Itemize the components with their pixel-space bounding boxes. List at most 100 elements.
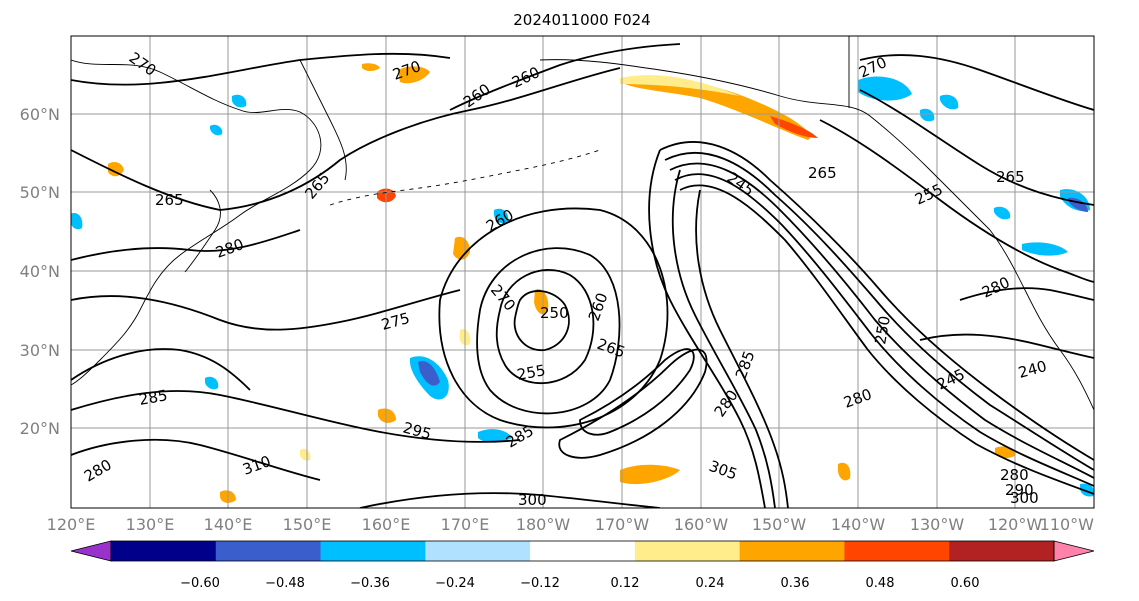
cyan-blob-11	[232, 94, 247, 108]
lon-label: 150°W	[752, 515, 807, 534]
contour-280-west	[71, 229, 301, 261]
colorbar-extend-high	[1053, 540, 1095, 562]
shaded-anomalies	[71, 63, 1094, 503]
colorbar-tick-labels: −0.60 −0.48 −0.36 −0.24 −0.12 0.12 0.24 …	[180, 576, 979, 591]
lon-label: 140°E	[204, 515, 253, 534]
contour-low-265	[438, 207, 669, 429]
colorbar-tick-label: 0.48	[866, 576, 895, 591]
colorbar-segment	[634, 541, 741, 561]
contour-270-north	[71, 52, 451, 86]
contour-label: 265	[808, 164, 837, 182]
contour-ne-265	[859, 89, 1094, 206]
colorbar-tick-label: −0.12	[520, 576, 560, 591]
contour-ridge-3	[695, 189, 789, 508]
lon-label: 160°E	[362, 515, 411, 534]
colorbar-tick-label: 0.12	[611, 576, 640, 591]
contour-south-295	[71, 438, 321, 481]
contour-se-240	[919, 333, 1094, 359]
lon-label: 140°W	[831, 515, 886, 534]
map-panel: 270 270 260 260 265 265 260 280 275 270 …	[70, 35, 1095, 509]
colorbar-tick-label: 0.60	[951, 576, 980, 591]
lon-label: 130°W	[910, 515, 965, 534]
contour-low-255	[495, 269, 595, 385]
lat-label: 50°N	[20, 183, 60, 202]
colorbar	[70, 540, 1095, 562]
lon-axis: 120°E 130°E 140°E 150°E 160°E 170°E 180°…	[47, 515, 1095, 534]
colorbar-segment	[111, 541, 217, 561]
contour-label: 250	[540, 304, 569, 322]
contour-se-280	[959, 287, 1094, 301]
lon-label: 160°W	[674, 515, 729, 534]
colorbar-segment	[739, 541, 845, 561]
orange-blob-2	[362, 63, 380, 71]
colorbar-segment	[530, 541, 636, 561]
blue-blob-3	[418, 361, 440, 386]
colorbar-tick-label: −0.48	[265, 576, 305, 591]
colorbar-frame	[110, 540, 1055, 562]
contour-275	[71, 289, 461, 331]
colorbar-segment	[844, 541, 950, 561]
cyan-blob-6	[994, 206, 1011, 220]
contour-label: 285	[138, 386, 169, 409]
coastlines	[71, 36, 1094, 411]
cyan-blob-1	[858, 76, 912, 101]
contour-label: 300	[1010, 489, 1039, 507]
lat-label: 20°N	[20, 419, 60, 438]
contour-south-285	[71, 390, 521, 443]
cyan-blob-10	[71, 213, 83, 230]
contour-260-north	[449, 43, 681, 111]
orange-blob-6	[620, 464, 680, 485]
aleutians	[329, 149, 601, 206]
contour-label: 265	[155, 191, 184, 209]
orange-blob-7	[838, 462, 851, 481]
orange-blob-3	[453, 236, 470, 260]
contour-ridge-2	[671, 169, 776, 508]
contour-ridge-1	[648, 149, 766, 508]
cyan-blob-12	[210, 124, 223, 136]
contour-label: 255	[516, 361, 547, 384]
contour-trough-2	[558, 348, 708, 459]
contour-low-250	[513, 290, 570, 351]
contour-jet-4	[674, 173, 1094, 487]
orange-blob-5	[108, 162, 124, 177]
contour-jet-3	[669, 162, 1094, 479]
map-background	[71, 36, 1094, 508]
cyan-blob-14	[205, 376, 219, 390]
colorbar-segment	[215, 541, 322, 561]
contour-label: 265	[996, 168, 1025, 186]
colorbar-segment	[949, 541, 1055, 561]
lat-label: 30°N	[20, 341, 60, 360]
contour-labels: 270 270 260 260 265 265 260 280 275 270 …	[81, 49, 1049, 509]
cyan-blob-8	[478, 429, 512, 443]
colorbar-tick-label: 0.24	[696, 576, 725, 591]
colorbar-tick-label: −0.24	[435, 576, 475, 591]
cyan-blob-3	[920, 108, 935, 122]
colorbar-extend-low	[70, 540, 112, 562]
lon-label: 180°W	[516, 515, 571, 534]
coastline-asia	[71, 59, 322, 386]
red-band-alaska	[770, 116, 818, 138]
map-frame	[70, 35, 1095, 509]
contour-trough-1	[579, 348, 695, 436]
colorbar-segment	[425, 541, 531, 561]
contour-label: 280	[1000, 466, 1029, 484]
contour-265-north	[71, 67, 621, 211]
contour-south-300	[359, 492, 661, 508]
contour-label: 300	[518, 491, 547, 509]
contour-w-290	[71, 348, 251, 391]
lon-label: 110°W	[1040, 515, 1095, 534]
cyan-blob-5	[1022, 242, 1068, 256]
contour-label: 290	[1005, 481, 1034, 499]
cyan-blob-9	[494, 208, 509, 224]
lon-label: 150°E	[283, 515, 332, 534]
colorbar-tick-label: −0.36	[350, 576, 390, 591]
coastline-kamchatka	[299, 59, 347, 181]
orange-blob-10	[378, 408, 396, 423]
contour-jet-2	[664, 151, 1094, 471]
coastline-alaska	[539, 59, 991, 231]
contour-lines	[71, 43, 1094, 508]
orange-blob-1	[398, 66, 430, 84]
coastline-na-west	[989, 229, 1094, 411]
yellow-blob-2	[300, 448, 311, 461]
